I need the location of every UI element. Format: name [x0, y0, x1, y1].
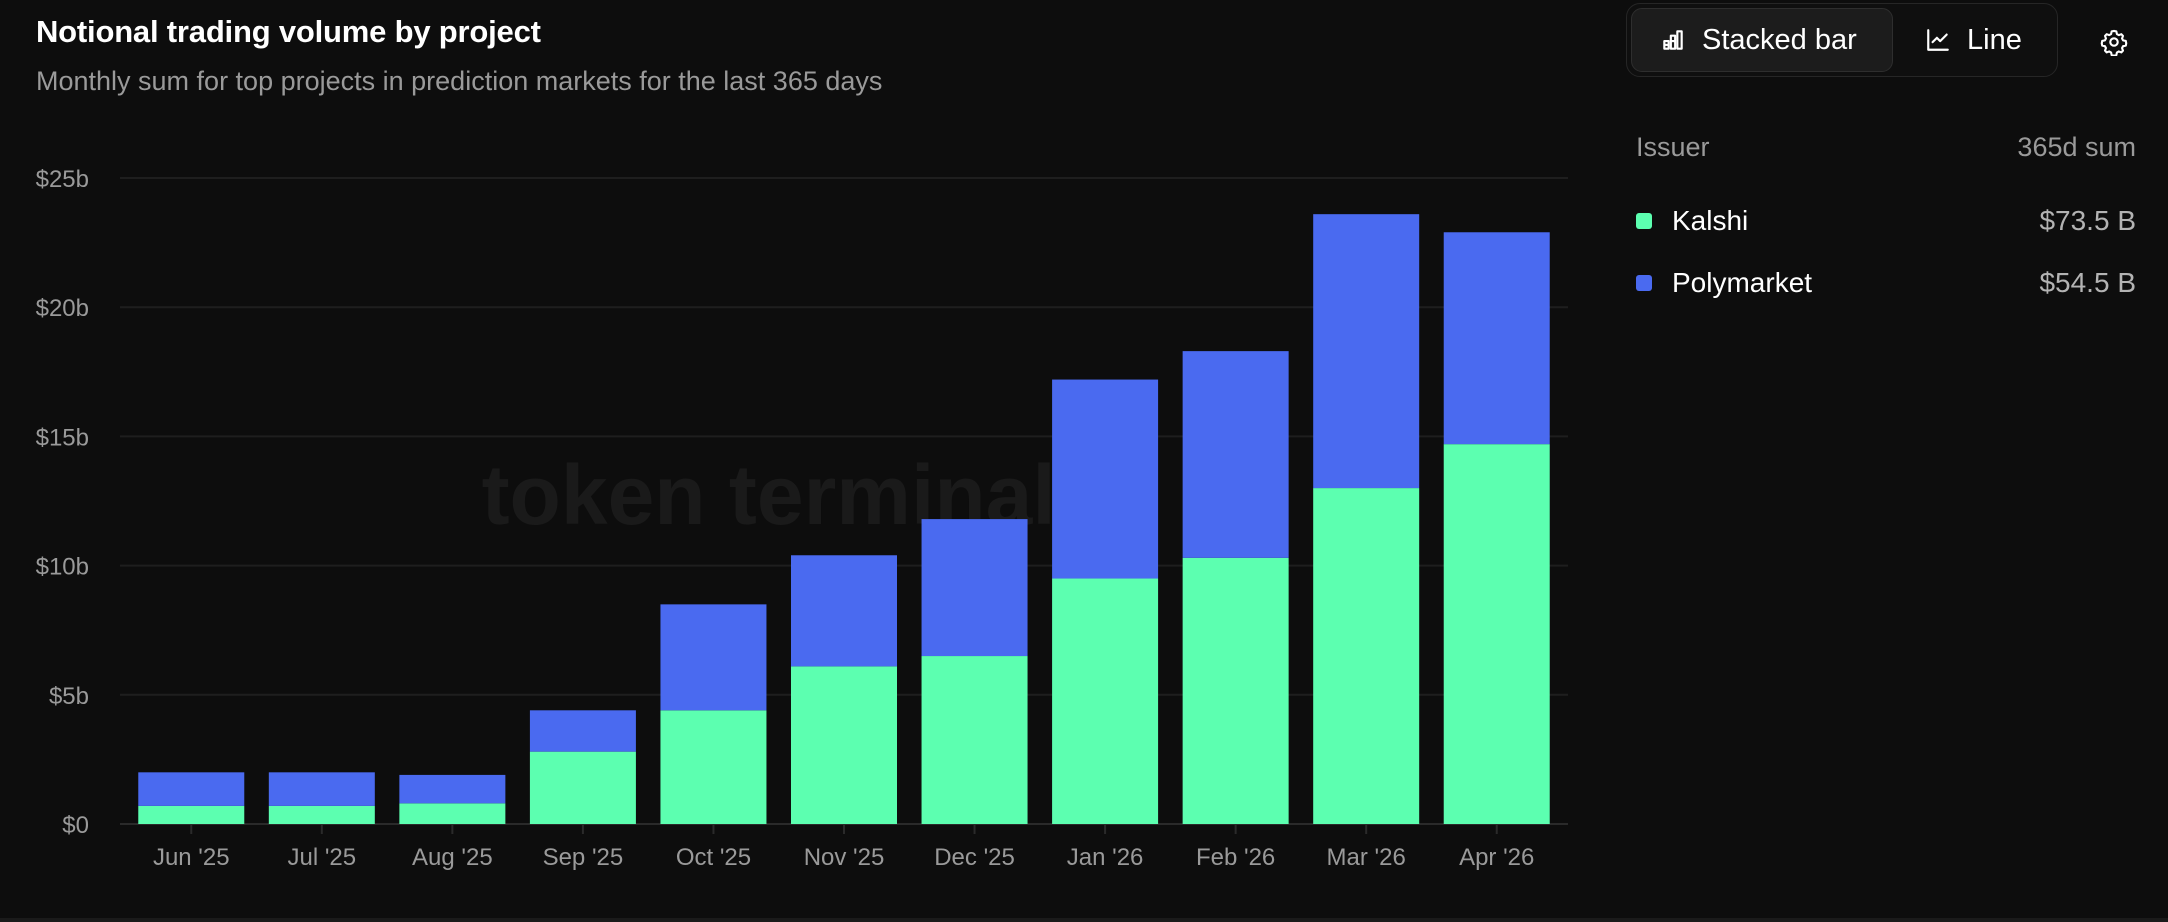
legend-value-kalshi: $73.5 B: [2039, 205, 2136, 236]
line-button[interactable]: Line: [1893, 8, 2050, 72]
x-tick-label: Jun '25: [153, 844, 230, 871]
legend-item-polymarket[interactable]: Polymarket $54.5 B: [1636, 267, 2136, 299]
legend-issuer-header: Issuer: [1636, 132, 1710, 162]
legend: Issuer 365d sum Kalshi $73.5 B Polymarke…: [1636, 132, 2136, 299]
gear-icon: [2100, 29, 2128, 56]
x-tick-label: Jul '25: [288, 844, 357, 871]
y-tick-label: $0: [62, 812, 89, 839]
x-tick-label: Nov '25: [804, 844, 885, 871]
bar-chart-icon: [1663, 30, 1683, 50]
bar-kalshi: [1313, 488, 1420, 824]
x-tick-label: Dec '25: [934, 844, 1015, 871]
bar-kalshi: [399, 803, 506, 824]
bar-polymarket: [529, 710, 636, 752]
line-label: Line: [1967, 23, 2022, 56]
bar-polymarket: [1182, 351, 1289, 558]
legend-value-polymarket: $54.5 B: [2039, 267, 2136, 298]
bar-polymarket: [1443, 232, 1550, 445]
bar-kalshi: [1443, 444, 1550, 824]
x-tick-label: Aug '25: [412, 844, 493, 871]
bar-polymarket: [1052, 379, 1159, 579]
bar-polymarket: [660, 604, 767, 711]
bar-polymarket: [791, 555, 897, 667]
settings-button[interactable]: [2092, 20, 2136, 64]
stacked-bar-chart: token terminal_ $0$5b$10b$15b$20b$25bJun…: [36, 166, 1568, 871]
bar-polymarket: [268, 772, 375, 806]
chart-type-toggle: Stacked bar Line: [1626, 3, 2058, 77]
legend-header: Issuer 365d sum: [1636, 132, 2136, 163]
y-tick-label: $10b: [36, 554, 89, 581]
chart-header: Notional trading volume by project Month…: [36, 14, 882, 97]
bar-polymarket: [921, 519, 1028, 657]
stacked-bar-label: Stacked bar: [1702, 23, 1857, 56]
bottom-divider: [0, 918, 2168, 922]
bar-polymarket: [138, 772, 245, 806]
bar-kalshi: [921, 656, 1028, 824]
y-tick-label: $15b: [36, 424, 89, 451]
legend-name-polymarket: Polymarket: [1672, 267, 1813, 298]
line-chart-icon: [1927, 29, 1949, 51]
stacked-bar-button[interactable]: Stacked bar: [1631, 8, 1893, 72]
legend-swatch-polymarket: [1636, 275, 1652, 291]
bar-kalshi: [660, 710, 767, 824]
bar-polymarket: [399, 774, 506, 804]
x-tick-label: Oct '25: [676, 844, 751, 871]
legend-swatch-kalshi: [1636, 213, 1652, 229]
y-tick-label: $25b: [36, 166, 89, 193]
chart-subtitle: Monthly sum for top projects in predicti…: [36, 66, 883, 96]
x-tick-label: Jan '26: [1067, 844, 1144, 871]
legend-sum-header: 365d sum: [2017, 132, 2136, 162]
legend-item-kalshi[interactable]: Kalshi $73.5 B: [1636, 205, 2136, 237]
bar-kalshi: [1182, 557, 1289, 824]
y-tick-label: $5b: [49, 683, 89, 710]
legend-name-kalshi: Kalshi: [1672, 205, 1749, 236]
chart-title: Notional trading volume by project: [36, 14, 541, 49]
bar-kalshi: [791, 666, 897, 824]
bar-kalshi: [268, 805, 375, 824]
x-tick-label: Sep '25: [543, 844, 624, 871]
bar-polymarket: [1313, 214, 1420, 489]
x-tick-label: Mar '26: [1327, 844, 1406, 871]
bar-kalshi: [1052, 578, 1159, 824]
bar-kalshi: [529, 751, 636, 824]
x-tick-label: Apr '26: [1459, 844, 1534, 871]
bar-kalshi: [138, 805, 245, 824]
x-tick-label: Feb '26: [1196, 844, 1275, 871]
y-tick-label: $20b: [36, 295, 89, 322]
